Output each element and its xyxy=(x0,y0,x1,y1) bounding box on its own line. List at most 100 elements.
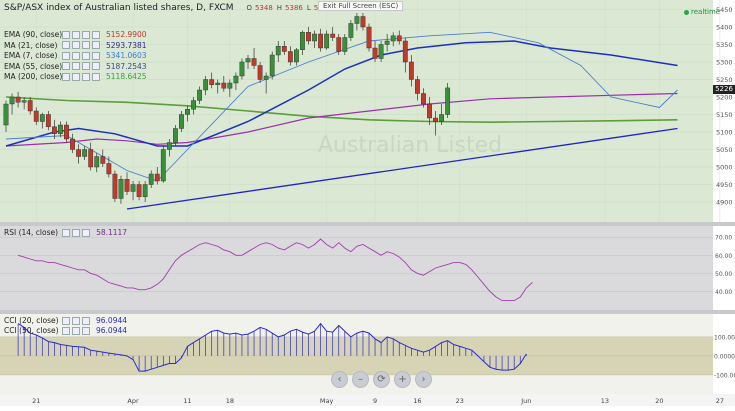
color-swatch-icon[interactable] xyxy=(92,51,100,60)
visibility-toggle-icon[interactable] xyxy=(72,316,80,325)
candle-body xyxy=(342,37,348,52)
close-icon[interactable] xyxy=(82,316,90,325)
settings-toggle-icon[interactable] xyxy=(62,51,70,60)
candle-body xyxy=(215,82,221,85)
zoom-in-button[interactable]: + xyxy=(394,371,411,388)
color-swatch-icon[interactable] xyxy=(92,41,100,49)
close-icon[interactable] xyxy=(82,228,91,237)
candle-body xyxy=(415,79,420,94)
price-axis-bg xyxy=(713,0,735,222)
candle-body xyxy=(70,138,75,150)
visibility-toggle-icon[interactable] xyxy=(72,51,80,60)
candle-body xyxy=(191,100,196,110)
candle-body xyxy=(233,75,239,84)
visibility-toggle-icon[interactable] xyxy=(72,326,80,335)
color-swatch-icon[interactable] xyxy=(92,30,100,39)
candle-body xyxy=(281,46,287,52)
cci-label: CCI (50, close) xyxy=(4,326,59,335)
close-icon[interactable] xyxy=(82,51,90,60)
candle-body xyxy=(221,82,227,89)
pane-separator xyxy=(0,222,735,226)
close-icon[interactable] xyxy=(82,62,90,70)
candle-body xyxy=(275,46,281,56)
zoom-out-button[interactable]: – xyxy=(352,371,369,388)
candle-body xyxy=(336,37,342,52)
series-line xyxy=(5,96,678,124)
x-tick-label: 13 xyxy=(601,397,609,405)
visibility-toggle-icon[interactable] xyxy=(72,228,81,237)
candle-body xyxy=(3,103,9,126)
indicator-label: EMA (90, close) xyxy=(4,30,62,39)
settings-toggle-icon[interactable] xyxy=(62,72,70,81)
rsi-label-row: RSI (14, close) 58.1117 xyxy=(4,228,127,237)
candle-body xyxy=(160,149,166,182)
series-line xyxy=(5,40,678,147)
price-tick-label: 5000 xyxy=(716,164,733,172)
price-tick-label: 4900 xyxy=(716,199,733,207)
settings-toggle-icon[interactable] xyxy=(62,228,71,237)
settings-toggle-icon[interactable] xyxy=(62,62,70,70)
rsi-series-group xyxy=(17,238,533,302)
x-tick-label: 9 xyxy=(373,397,377,405)
indicator-label: EMA (7, close) xyxy=(4,51,58,60)
settings-toggle-icon[interactable] xyxy=(62,41,70,49)
candles-group xyxy=(3,13,451,204)
candle-body xyxy=(239,61,245,77)
visibility-toggle-icon[interactable] xyxy=(72,30,80,39)
close-icon[interactable] xyxy=(82,326,90,335)
indicator-row: EMA (55, close) 5187.2543 xyxy=(4,62,147,71)
candle-body xyxy=(378,44,384,59)
watermark: Australian Listed xyxy=(318,133,502,158)
candle-body xyxy=(433,117,438,122)
candle-body xyxy=(142,184,148,197)
close-icon[interactable] xyxy=(82,30,90,39)
ohlc-key: L xyxy=(306,4,311,12)
close-icon[interactable] xyxy=(82,41,90,49)
candle-body xyxy=(39,114,45,122)
candle-body xyxy=(318,33,323,49)
candle-body xyxy=(294,49,299,63)
candle-body xyxy=(372,47,378,59)
indicator-label: MA (21, close) xyxy=(4,40,58,50)
candle-body xyxy=(112,173,118,199)
candle-body xyxy=(154,173,160,182)
candle-body xyxy=(33,110,39,122)
candle-body xyxy=(27,100,33,112)
cci-tick-label: 0.0000 xyxy=(714,353,735,360)
visibility-toggle-icon[interactable] xyxy=(72,41,80,49)
scroll-right-button[interactable]: › xyxy=(415,371,432,388)
indicator-value: 5118.6425 xyxy=(106,72,147,81)
settings-toggle-icon[interactable] xyxy=(62,316,70,325)
candle-body xyxy=(45,114,51,127)
candle-body xyxy=(360,16,366,28)
indicator-value: 5187.2543 xyxy=(106,61,147,71)
indicator-label: EMA (55, close) xyxy=(4,61,62,71)
rsi-tick-label: 50.00 xyxy=(715,271,732,278)
close-icon[interactable] xyxy=(82,72,90,81)
exit-fullscreen-button[interactable]: Exit Full Screen (ESC) xyxy=(318,1,404,11)
price-tick-label: 5200 xyxy=(716,94,733,102)
color-swatch-icon[interactable] xyxy=(92,72,100,81)
reset-button[interactable]: ⟳ xyxy=(373,371,390,388)
indicator-value: 5152.9900 xyxy=(106,30,147,39)
scroll-left-button[interactable]: ‹ xyxy=(331,371,348,388)
candle-body xyxy=(408,61,414,80)
ohlc-key: O xyxy=(246,4,252,12)
color-swatch-icon[interactable] xyxy=(92,62,100,70)
visibility-toggle-icon[interactable] xyxy=(72,62,80,70)
settings-toggle-icon[interactable] xyxy=(62,30,70,39)
candle-body xyxy=(396,35,402,42)
price-tick-label: 5150 xyxy=(716,111,733,119)
cci-value: 96.0944 xyxy=(96,326,128,335)
candle-body xyxy=(172,128,178,143)
x-tick-label: 16 xyxy=(413,397,421,405)
candle-body xyxy=(330,33,336,38)
visibility-toggle-icon[interactable] xyxy=(72,72,80,81)
price-tick-label: 5050 xyxy=(716,146,733,154)
candle-body xyxy=(263,75,269,80)
candle-body xyxy=(148,173,154,185)
x-tick-label: 20 xyxy=(655,397,663,405)
x-tick-label: Jun xyxy=(520,397,531,405)
chart-header: S&P/ASX index of Australian listed share… xyxy=(4,3,361,13)
settings-toggle-icon[interactable] xyxy=(62,326,70,335)
